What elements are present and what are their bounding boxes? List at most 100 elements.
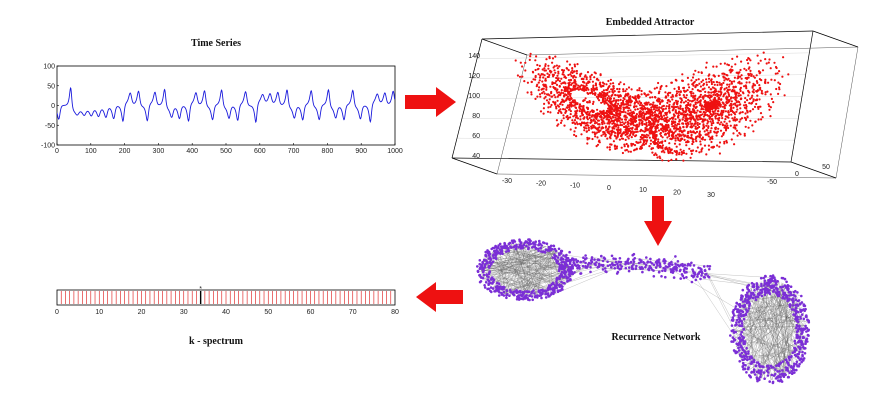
network-node	[509, 288, 512, 292]
network-node	[694, 278, 698, 282]
attractor-point	[654, 109, 658, 112]
attractor-point	[634, 97, 637, 100]
network-node	[769, 364, 773, 368]
network-node	[572, 257, 575, 261]
attractor-point	[770, 78, 773, 81]
attractor-point	[589, 121, 592, 124]
attractor-point	[658, 141, 661, 144]
network-node	[797, 352, 800, 356]
network-node	[786, 362, 789, 365]
network-node	[557, 262, 561, 266]
attractor-point	[561, 98, 564, 101]
network-node	[601, 268, 605, 271]
attractor-point	[579, 124, 583, 127]
network-node	[795, 360, 799, 364]
attractor-point	[715, 65, 718, 68]
attractor-point	[727, 85, 731, 88]
attractor-point	[752, 130, 755, 133]
attractor-point	[643, 116, 646, 119]
network-node	[555, 282, 559, 285]
attractor-point	[589, 92, 592, 95]
attractor-point	[692, 96, 695, 99]
network-node	[531, 298, 534, 302]
attractor-point	[627, 109, 630, 112]
attractor-point	[690, 94, 693, 97]
attractor-point	[695, 150, 698, 153]
attractor-point	[725, 86, 728, 89]
network-node	[737, 314, 740, 317]
attractor-point	[682, 159, 685, 162]
attractor-point	[545, 58, 548, 61]
attractor-point	[670, 148, 673, 151]
attractor-point	[728, 83, 731, 86]
network-node	[683, 263, 687, 267]
network-node	[553, 253, 556, 257]
attractor-point	[680, 137, 683, 140]
attractor-point	[701, 147, 704, 150]
x-tick-label: 800	[322, 148, 334, 155]
network-node	[657, 258, 661, 261]
attractor-point	[726, 78, 729, 81]
attractor-point	[718, 123, 722, 126]
network-node	[549, 287, 552, 291]
attractor-point	[658, 98, 661, 101]
network-node	[738, 336, 741, 339]
attractor-point	[705, 124, 708, 127]
attractor-point	[737, 81, 740, 84]
attractor-point	[688, 99, 692, 102]
network-node	[672, 266, 675, 270]
attractor-point	[562, 95, 566, 98]
attractor-point	[609, 107, 612, 110]
attractor-point	[700, 80, 703, 83]
network-node	[606, 264, 610, 268]
network-node	[736, 318, 739, 322]
network-node	[741, 348, 745, 352]
attractor-point	[655, 86, 659, 89]
network-node	[683, 266, 687, 270]
attractor-point	[614, 116, 617, 119]
attractor-point	[568, 93, 571, 96]
attractor-point	[589, 75, 592, 78]
attractor-point	[588, 100, 591, 103]
network-node	[802, 308, 805, 311]
x-tick-label: 400	[186, 148, 198, 155]
attractor-point	[691, 108, 695, 111]
attractor-point	[632, 132, 635, 135]
attractor-point	[734, 94, 738, 98]
network-node	[597, 262, 601, 266]
attractor-point	[706, 122, 709, 125]
network-node	[760, 370, 763, 373]
attractor-point	[713, 83, 716, 86]
network-node	[493, 250, 496, 253]
attractor-point	[624, 138, 627, 141]
attractor-point	[651, 103, 654, 106]
attractor-point	[705, 78, 708, 81]
attractor-point	[577, 88, 580, 91]
attractor-point	[641, 104, 644, 107]
attractor-point	[582, 109, 586, 112]
network-node	[661, 269, 664, 273]
attractor-point	[624, 128, 627, 131]
network-node	[551, 287, 554, 291]
attractor-point	[698, 100, 701, 103]
attractor-point	[649, 109, 652, 112]
attractor-point	[740, 117, 744, 120]
attractor-point	[735, 96, 738, 99]
attractor-point	[649, 112, 652, 115]
attractor-point	[739, 103, 742, 106]
network-node	[746, 358, 749, 362]
network-node	[635, 264, 638, 268]
attractor-point	[668, 146, 671, 149]
attractor-point	[768, 58, 771, 61]
network-node	[735, 302, 738, 305]
attractor-point	[704, 114, 707, 117]
network-node	[774, 286, 778, 290]
attractor-point	[672, 103, 675, 106]
attractor-point	[705, 128, 708, 131]
attractor-point	[735, 101, 738, 104]
attractor-point	[524, 61, 527, 64]
time-series-x-axis: 0 100 200 300 400 500 600 700 800 900 1000	[55, 143, 403, 155]
network-node	[746, 367, 750, 371]
attractor-point	[565, 109, 568, 113]
attractor-point	[743, 134, 746, 137]
